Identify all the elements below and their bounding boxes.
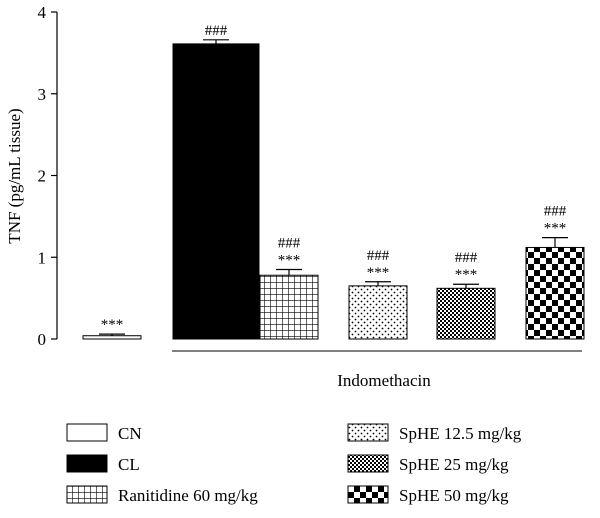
significance-label: ***	[278, 253, 301, 269]
y-tick-label: 4	[38, 3, 47, 22]
significance-label: ***	[101, 317, 124, 333]
legend-label: SpHE 25 mg/kg	[399, 455, 509, 474]
bar	[172, 43, 260, 340]
significance-label: ###	[205, 23, 228, 39]
bars-layer: ***###***###***###***###***###	[82, 23, 585, 340]
group-label: Indomethacin	[337, 371, 431, 390]
y-tick-label: 0	[38, 330, 47, 349]
significance-label: ###	[455, 250, 478, 266]
legend-swatch	[347, 485, 389, 504]
y-axis-title: TNF (pg/mL tissue)	[5, 108, 24, 243]
legend-swatch	[66, 454, 108, 473]
y-tick-label: 3	[38, 85, 47, 104]
significance-label: ###	[278, 236, 301, 252]
significance-label: ***	[544, 221, 567, 237]
legend-label: CL	[118, 455, 140, 474]
legend-swatch	[66, 423, 108, 442]
bar	[436, 287, 496, 340]
y-tick-label: 1	[38, 248, 47, 267]
significance-label: ***	[367, 265, 390, 281]
legend: CN CL Ranitidine 60 mg/kg SpHE 12.5 mg/kg Sp…	[66, 423, 522, 505]
bar	[259, 274, 319, 340]
legend-label: SpHE 12.5 mg/kg	[399, 424, 522, 443]
legend-label: CN	[118, 424, 142, 443]
significance-label: ###	[544, 204, 567, 220]
y-tick-label: 2	[38, 167, 47, 186]
legend-label: SpHE 50 mg/kg	[399, 486, 509, 505]
legend-label: Ranitidine 60 mg/kg	[118, 486, 258, 505]
significance-label: ***	[455, 267, 478, 283]
bar	[82, 335, 142, 340]
legend-swatch	[347, 454, 389, 473]
significance-label: ###	[367, 248, 390, 264]
legend-swatch	[66, 485, 108, 504]
legend-swatch	[347, 423, 389, 442]
bar	[348, 285, 408, 340]
bar	[525, 246, 585, 340]
axis-layer: 0 1 2 3 4	[38, 3, 58, 349]
